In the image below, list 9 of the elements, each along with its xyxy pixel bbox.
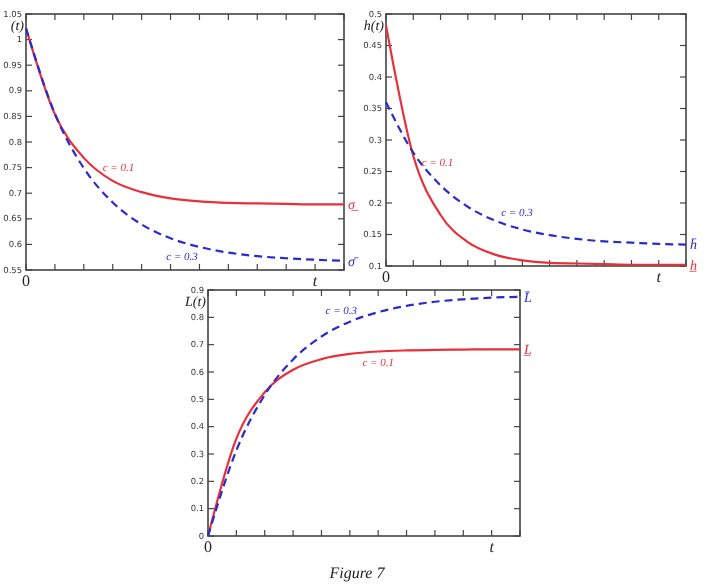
line-series [384, 101, 688, 246]
line-series [206, 295, 522, 538]
caption: Figure 7 [327, 564, 387, 582]
line-series [384, 24, 688, 266]
line-series [24, 27, 346, 262]
line-series [206, 348, 522, 538]
x-tick-label: t [656, 268, 663, 286]
x-tick-label: t [312, 272, 319, 290]
x-tick-label: t [489, 538, 496, 556]
